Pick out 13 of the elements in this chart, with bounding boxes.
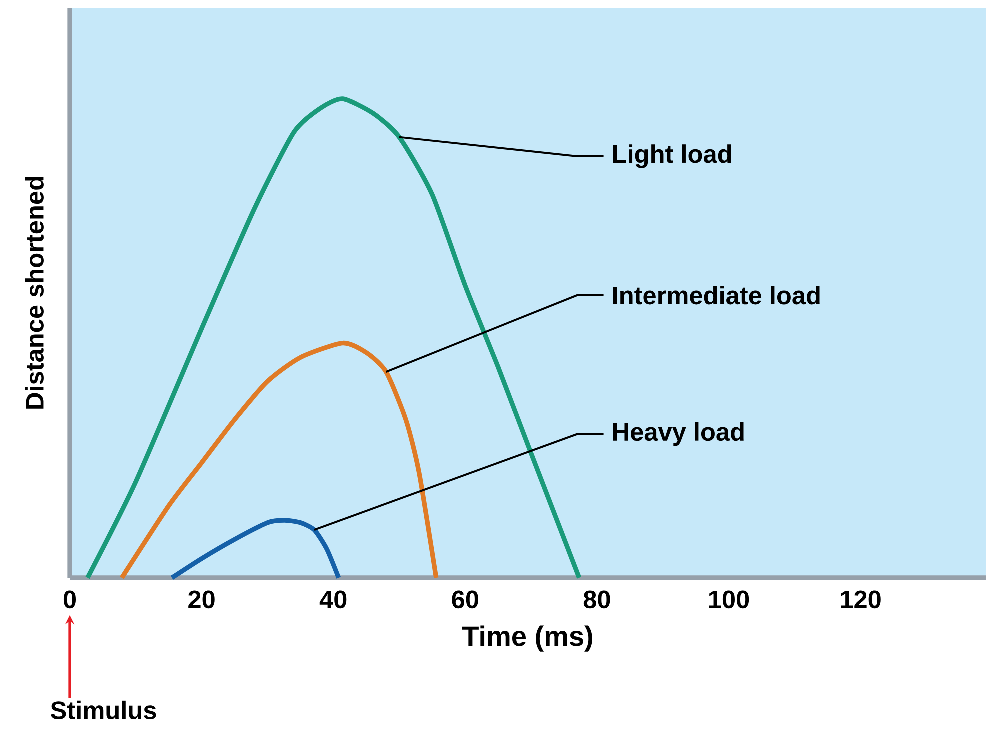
x-tick-label: 80 (584, 590, 610, 609)
x-tick-label: 60 (452, 590, 478, 609)
x-tick-label: 40 (320, 590, 347, 609)
x-tick-label: 0 (64, 590, 76, 609)
text: Heavy load (613, 422, 744, 446)
x-tick-label: 100 (709, 590, 750, 609)
x-axis-title: Time (ms) (462, 626, 592, 652)
text: Light load (613, 144, 732, 168)
x-tick-label: 20 (188, 590, 215, 609)
y-axis-title: Distance shortened (25, 177, 44, 409)
text: Intermediate load (613, 286, 820, 305)
x-tick-label: 120 (841, 590, 881, 609)
text: Stimulus (51, 700, 156, 720)
